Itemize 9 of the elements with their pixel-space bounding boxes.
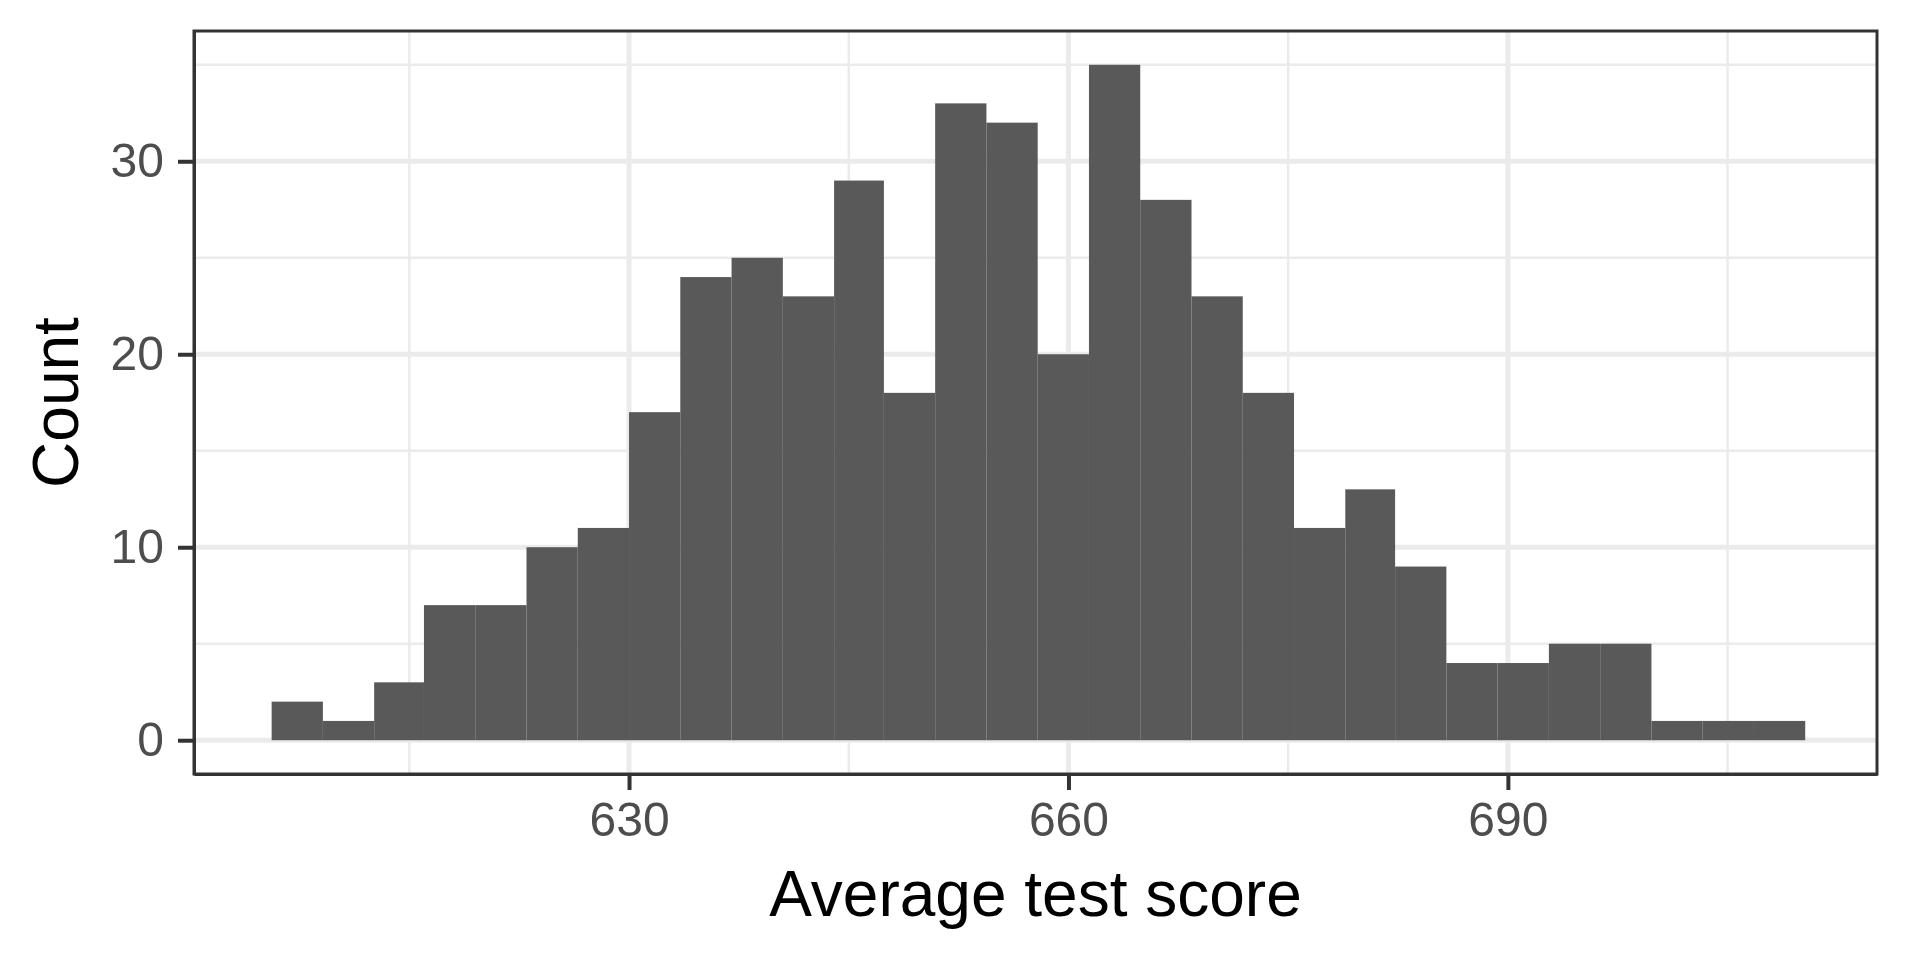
x-tick-label: 690	[1468, 793, 1549, 847]
y-tick-label: 30	[110, 134, 164, 188]
y-tick-label: 0	[137, 713, 164, 767]
x-axis-title: Average test score	[769, 858, 1302, 930]
x-tick-label: 660	[1028, 793, 1109, 847]
y-tick-label: 10	[110, 520, 164, 574]
x-tick-label: 630	[589, 793, 670, 847]
y-axis-title: Count	[20, 316, 92, 488]
y-tick-label: 20	[110, 327, 164, 381]
